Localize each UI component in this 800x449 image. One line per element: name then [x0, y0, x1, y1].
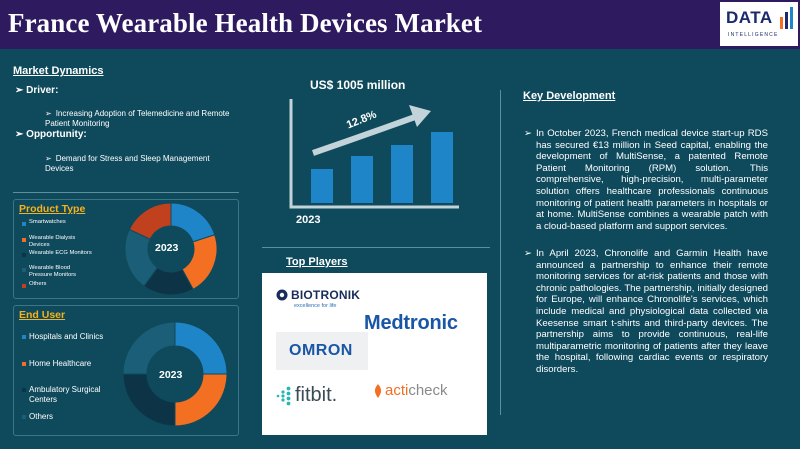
- legend-label: Wearable Dialysis Devices: [29, 235, 76, 248]
- logo-text: DATA: [726, 8, 773, 27]
- legend-item: Smartwatches: [22, 219, 92, 226]
- growth-arrow-shaft: [312, 114, 417, 156]
- datam-intelligence-logo: DATA INTELLIGENCE: [720, 2, 798, 46]
- legend-label: Ambulatory Surgical Centers: [29, 385, 101, 404]
- growth-bar: [311, 169, 333, 203]
- donut-hole: [148, 226, 194, 272]
- acticheck-wordmark-a: acti: [385, 382, 409, 399]
- product-type-donut-chart: [124, 202, 218, 296]
- header-banner: France Wearable Health Devices Market DA…: [0, 0, 800, 49]
- legend-label: Smartwatches: [29, 219, 66, 225]
- fitbit-dots-icon: [276, 386, 291, 405]
- driver-label: ➢ Driver:: [15, 85, 59, 96]
- legend-item: Home Healthcare: [22, 359, 107, 369]
- growth-bar: [391, 145, 413, 203]
- opportunity-text: ➢ Demand for Stress and Sleep Management …: [45, 154, 210, 173]
- arrow-icon: ➢: [15, 85, 27, 96]
- legend-item: Hospitals and Clinics: [22, 332, 107, 342]
- legend-swatch: [22, 284, 26, 288]
- top-players-logos: BIOTRONIK excellence for life Medtronic …: [262, 273, 487, 435]
- fitbit-logo: fitbit.: [275, 384, 337, 407]
- arrow-icon: ➢: [524, 128, 533, 139]
- acticheck-logo: acti check: [372, 382, 448, 399]
- donut-hole: [147, 346, 203, 402]
- biotronik-tagline: excellence for life: [294, 303, 337, 309]
- driver-text: ➢ Increasing Adoption of Telemedicine and…: [45, 109, 230, 128]
- divider: [500, 90, 501, 415]
- key-development-title: Key Development: [523, 90, 616, 102]
- growth-year-label: 2023: [296, 214, 321, 226]
- market-dynamics-title: Market Dynamics: [13, 65, 104, 77]
- legend-label: Others: [29, 281, 47, 287]
- legend-item: Ambulatory Surgical Centers: [22, 385, 107, 404]
- acticheck-wordmark-b: check: [408, 382, 448, 399]
- growth-arrow-icon: [409, 105, 431, 127]
- logo-bars-icon: [780, 7, 793, 29]
- fitbit-wordmark: fitbit.: [295, 384, 338, 406]
- omron-logo: OMRON: [276, 332, 368, 370]
- end-user-donut-chart: [122, 321, 228, 427]
- legend-label: Others: [29, 412, 54, 421]
- key-development-item: ➢ In April 2023, Chronolife and Garmin He…: [524, 248, 768, 375]
- arrow-icon: ➢: [524, 248, 533, 259]
- arrow-icon: ➢: [45, 154, 52, 163]
- arrow-icon: ➢: [45, 109, 52, 118]
- legend-swatch: [22, 362, 26, 366]
- legend-swatch: [22, 388, 26, 392]
- top-players-title: Top Players: [286, 256, 348, 268]
- product-type-year: 2023: [155, 242, 179, 254]
- legend-swatch: [22, 253, 26, 257]
- medtronic-logo: Medtronic: [364, 312, 458, 334]
- legend-swatch: [22, 415, 26, 419]
- legend-label: Wearable ECG Monitors: [29, 250, 92, 256]
- legend-item: Wearable Blood Pressure Monitors: [22, 265, 92, 278]
- arrow-icon: ➢: [15, 129, 27, 140]
- page-title: France Wearable Health Devices Market: [8, 8, 483, 38]
- legend-item: Others: [22, 281, 92, 288]
- logo-subtext: INTELLIGENCE: [728, 32, 779, 38]
- growth-bar: [431, 132, 453, 203]
- legend-label: Wearable Blood Pressure Monitors: [29, 265, 77, 278]
- divider: [13, 192, 239, 193]
- opportunity-label: ➢ Opportunity:: [15, 129, 87, 140]
- legend-label: Hospitals and Clinics: [29, 332, 104, 341]
- divider: [262, 247, 490, 248]
- legend-item: Wearable Dialysis Devices: [22, 235, 92, 248]
- growth-bar-chart: [289, 99, 459, 209]
- legend-item: Wearable ECG Monitors: [22, 250, 92, 257]
- omron-wordmark: OMRON: [289, 342, 353, 359]
- end-user-year: 2023: [159, 369, 183, 381]
- chart-axis: [289, 99, 459, 209]
- end-user-title: End User: [19, 309, 66, 321]
- legend-item: Others: [22, 412, 107, 422]
- acticheck-mark-icon: [374, 383, 382, 398]
- product-type-title: Product Type: [19, 203, 86, 215]
- biotronik-wordmark: BIOTRONIK: [291, 288, 361, 302]
- biotronik-logo: BIOTRONIK: [276, 288, 360, 302]
- legend-swatch: [22, 238, 26, 242]
- biotronik-mark-icon: [276, 289, 288, 301]
- legend-label: Home Healthcare: [29, 359, 92, 368]
- legend-swatch: [22, 222, 26, 226]
- market-value-label: US$ 1005 million: [310, 78, 406, 92]
- growth-bar: [351, 156, 373, 203]
- legend-swatch: [22, 268, 26, 272]
- key-development-item: ➢ In October 2023, French medical device …: [524, 128, 768, 232]
- legend-swatch: [22, 335, 26, 339]
